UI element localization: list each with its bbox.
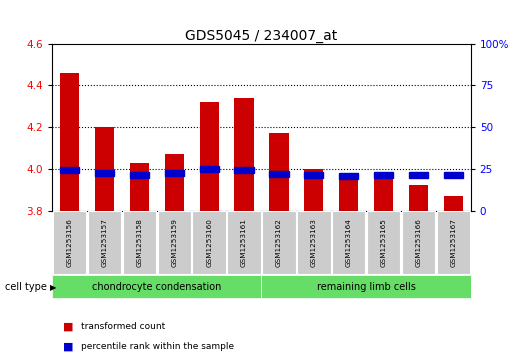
Text: GSM1253158: GSM1253158 <box>137 218 142 267</box>
Bar <box>200 166 219 172</box>
Text: ▶: ▶ <box>50 283 56 292</box>
Bar <box>60 167 79 173</box>
Text: GSM1253164: GSM1253164 <box>346 218 351 267</box>
FancyBboxPatch shape <box>53 211 86 274</box>
FancyBboxPatch shape <box>157 211 191 274</box>
Text: GSM1253160: GSM1253160 <box>206 218 212 267</box>
Bar <box>200 102 219 211</box>
Bar <box>165 170 184 176</box>
Text: GSM1253165: GSM1253165 <box>381 218 386 267</box>
Bar <box>374 177 393 211</box>
FancyBboxPatch shape <box>402 211 435 274</box>
Text: GSM1253159: GSM1253159 <box>172 218 177 267</box>
FancyBboxPatch shape <box>52 275 262 298</box>
Bar <box>409 185 428 211</box>
Bar <box>409 172 428 178</box>
Bar <box>304 172 323 178</box>
FancyBboxPatch shape <box>228 211 261 274</box>
Bar <box>234 167 254 174</box>
Text: ■: ■ <box>63 342 73 352</box>
FancyBboxPatch shape <box>192 211 226 274</box>
FancyBboxPatch shape <box>88 211 121 274</box>
Title: GDS5045 / 234007_at: GDS5045 / 234007_at <box>185 29 338 42</box>
Text: GSM1253166: GSM1253166 <box>415 218 422 267</box>
Bar <box>130 163 149 211</box>
Text: percentile rank within the sample: percentile rank within the sample <box>81 342 234 351</box>
Bar <box>304 169 323 211</box>
Text: GSM1253162: GSM1253162 <box>276 218 282 267</box>
FancyBboxPatch shape <box>123 211 156 274</box>
FancyBboxPatch shape <box>367 211 400 274</box>
Bar <box>339 173 358 179</box>
Bar <box>95 127 114 211</box>
Text: GSM1253161: GSM1253161 <box>241 218 247 267</box>
Text: GSM1253156: GSM1253156 <box>67 218 73 267</box>
FancyBboxPatch shape <box>262 211 295 274</box>
Bar <box>374 172 393 179</box>
Text: transformed count: transformed count <box>81 322 165 331</box>
Bar <box>444 172 463 179</box>
Text: GSM1253163: GSM1253163 <box>311 218 317 267</box>
FancyBboxPatch shape <box>262 275 471 298</box>
FancyBboxPatch shape <box>332 211 366 274</box>
Text: remaining limb cells: remaining limb cells <box>316 282 416 292</box>
Bar <box>234 98 254 211</box>
Bar <box>130 172 149 178</box>
Text: GSM1253167: GSM1253167 <box>450 218 456 267</box>
Bar <box>60 73 79 211</box>
Bar <box>165 154 184 211</box>
Text: cell type: cell type <box>5 282 47 292</box>
Bar <box>269 171 289 177</box>
FancyBboxPatch shape <box>437 211 470 274</box>
FancyBboxPatch shape <box>297 211 331 274</box>
Bar <box>95 170 114 176</box>
Text: ■: ■ <box>63 322 73 332</box>
Bar <box>339 175 358 211</box>
Text: chondrocyte condensation: chondrocyte condensation <box>92 282 222 292</box>
Bar <box>269 133 289 211</box>
Bar <box>444 196 463 211</box>
Text: GSM1253157: GSM1253157 <box>101 218 108 267</box>
